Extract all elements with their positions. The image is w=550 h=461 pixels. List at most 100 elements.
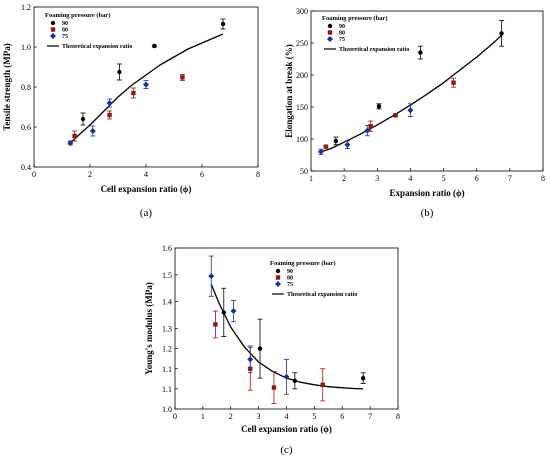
panel-label: (a): [140, 207, 153, 219]
data-point: [220, 21, 226, 27]
plot-frame: [310, 10, 544, 172]
x-tick-label: 1: [201, 412, 205, 421]
legend-entry: 75: [339, 37, 345, 43]
legend-marker: [327, 30, 333, 35]
x-tick-label: 6: [340, 412, 344, 421]
data-point: [106, 100, 113, 106]
x-tick-label: 2: [229, 412, 233, 421]
series-80: [72, 74, 185, 142]
x-tick-label: 1: [309, 174, 313, 183]
legend-entry: Theoretical expansion ratio: [339, 47, 409, 53]
data-point: [323, 144, 329, 149]
theoretical-curve: [210, 283, 364, 390]
series-75: [317, 103, 414, 155]
data-point: [292, 378, 298, 384]
series-90: [333, 20, 505, 146]
x-tick-label: 6: [475, 174, 479, 183]
data-point: [376, 104, 382, 109]
data-point: [407, 107, 414, 114]
legend-entry: 80: [62, 28, 68, 34]
y-tick-label: 0.8: [21, 83, 31, 92]
theoretical-curve: [69, 33, 224, 144]
data-point: [80, 116, 86, 122]
series-75: [208, 255, 290, 395]
panel-label: (b): [421, 207, 434, 219]
data-point: [143, 81, 149, 88]
chart-panel-1: 0 2 4 6 8 0.4 0.6 0.8 1.0 1.2 Cell expansion ratio…: [2, 3, 260, 219]
data-point: [131, 90, 136, 96]
data-point: [499, 31, 504, 36]
legend-marker: [50, 33, 56, 39]
y-tick-label: 300: [296, 7, 308, 16]
chart-panel-2: 1 2 3 4 5 6 7 8 50 100 150 200 250 300 Expansion ratio…: [284, 7, 545, 219]
legend-entry: 75: [287, 282, 293, 288]
legend-marker: [327, 23, 333, 29]
legend-entry: Theoretical expansion ratio: [287, 292, 357, 298]
x-tick-label: 5: [442, 174, 446, 183]
y-axis-label: Tensile strength (MPa): [2, 43, 12, 131]
x-axis-label: Cell expansion ratio (ϕ): [101, 184, 192, 194]
y-tick-label: 1.6: [162, 244, 172, 253]
data-point: [451, 80, 456, 85]
data-point: [247, 356, 254, 363]
y-tick-label: 50: [300, 167, 308, 176]
x-tick-label: 4: [285, 412, 289, 421]
x-tick-label: 6: [200, 170, 204, 179]
y-axis-label: Young's modulus (MPa): [144, 282, 154, 375]
data-point: [333, 138, 339, 144]
data-point: [283, 373, 290, 380]
data-point: [364, 127, 371, 134]
x-axis-label: Cell expansion ratio (ϕ): [241, 424, 332, 434]
x-axis-label: Expansion ratio (ϕ): [389, 188, 464, 198]
series-90: [80, 18, 226, 126]
y-tick-label: 250: [296, 39, 308, 48]
data-point: [368, 124, 373, 129]
y-tick-label: 1.4: [162, 298, 172, 307]
data-point: [320, 382, 325, 388]
series-90: [221, 287, 366, 390]
data-point: [317, 148, 324, 155]
legend-title: Foaming pressure (bar): [322, 15, 387, 22]
y-tick-label: 0.6: [21, 123, 31, 132]
data-point: [152, 43, 157, 49]
x-tick-label: 7: [508, 174, 512, 183]
legend-entry: 90: [339, 24, 345, 30]
legend-entry: 80: [287, 276, 293, 282]
x-tick-label: 3: [257, 412, 261, 421]
data-point: [213, 322, 218, 327]
y-tick-label: 1.2: [21, 3, 31, 12]
data-point: [107, 112, 112, 118]
x-tick-label: 8: [396, 412, 400, 421]
data-point: [180, 75, 185, 80]
legend-marker: [50, 20, 56, 26]
series-75: [67, 80, 149, 146]
data-point: [344, 141, 351, 148]
data-point: [230, 308, 237, 315]
x-tick-label: 2: [342, 174, 346, 183]
data-point: [89, 128, 96, 134]
x-tick-label: 8: [541, 174, 545, 183]
series-80: [323, 77, 457, 149]
x-tick-label: 4: [144, 170, 148, 179]
data-point: [208, 273, 215, 280]
x-tick-label: 7: [368, 412, 372, 421]
y-tick-label: 1.0: [162, 405, 172, 414]
y-tick-label: 1.1: [162, 365, 172, 374]
y-axis-label: Elongation at break (%): [284, 44, 294, 138]
panel-label: (c): [280, 444, 293, 456]
legend-entry: Theoretical expansion ratio: [62, 44, 132, 50]
x-tick-label: 8: [256, 170, 260, 179]
y-tick-label: 1.0: [21, 43, 31, 52]
data-point: [360, 375, 366, 381]
legend-marker: [275, 281, 281, 287]
y-tick-label: 0.4: [21, 163, 31, 172]
y-tick-label: 200: [296, 71, 308, 80]
x-tick-label: 3: [375, 174, 379, 183]
y-tick-label: 1.5: [162, 271, 172, 280]
y-tick-label: 1.1: [162, 385, 172, 394]
legend-title: Foaming pressure (bar): [45, 12, 110, 19]
x-tick-label: 5: [312, 412, 316, 421]
